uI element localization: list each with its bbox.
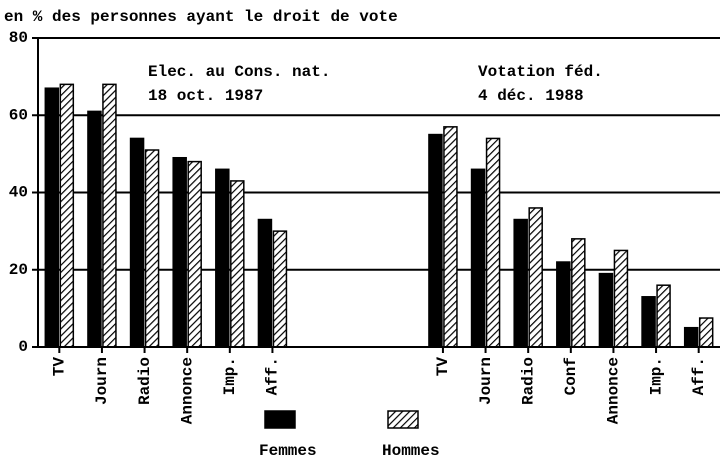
bar (44, 87, 60, 348)
legend-label: Hommes (382, 442, 440, 460)
bar (257, 218, 273, 348)
legend-label: Femmes (259, 442, 317, 460)
bar (102, 83, 117, 348)
x-tick-label: Imp. (647, 357, 665, 395)
bar (470, 168, 486, 348)
bar (230, 180, 245, 348)
bar (485, 137, 501, 348)
y-tick-label: 40 (9, 184, 28, 202)
bar (513, 218, 528, 348)
x-tick-label: Aff. (690, 357, 708, 395)
y-tick-label: 60 (9, 106, 28, 124)
bar (571, 238, 586, 348)
bar (215, 168, 230, 348)
y-tick-label: 0 (18, 338, 28, 356)
bar (87, 110, 102, 348)
bar (698, 317, 714, 348)
bar (172, 156, 187, 348)
bar (428, 133, 443, 348)
bar (129, 137, 145, 348)
legend-swatch (264, 410, 296, 429)
x-tick-label: Journ (93, 357, 111, 405)
annotation: Elec. au Cons. nat. (148, 63, 330, 81)
annotation: 18 oct. 1987 (148, 87, 263, 105)
annotation: Votation féd. (478, 63, 603, 81)
y-tick-label: 80 (9, 29, 28, 47)
bar (598, 272, 614, 348)
x-tick-label: Conf (562, 357, 580, 395)
x-tick-label: Annonce (605, 357, 623, 424)
legend-swatch (387, 410, 419, 429)
x-tick-label: Journ (477, 357, 495, 405)
annotation: 4 déc. 1988 (478, 87, 584, 105)
bar (613, 249, 629, 348)
bar (683, 326, 699, 348)
x-tick-label: Radio (519, 357, 537, 405)
bar (641, 296, 656, 348)
bar (528, 207, 543, 348)
bar (656, 284, 671, 348)
chart-title: en % des personnes ayant le droit de vot… (4, 8, 398, 26)
bar (187, 160, 202, 348)
bar (59, 83, 75, 348)
x-tick-label: Radio (136, 357, 154, 405)
x-tick-label: TV (51, 357, 69, 377)
x-tick-label: TV (434, 357, 452, 377)
y-tick-label: 20 (9, 261, 28, 279)
bar (556, 261, 571, 348)
bar (144, 149, 160, 348)
x-tick-label: Annonce (178, 357, 196, 424)
x-tick-label: Imp. (221, 357, 239, 395)
bar (272, 230, 288, 348)
x-tick-label: Aff. (264, 357, 282, 395)
bar (443, 126, 458, 348)
